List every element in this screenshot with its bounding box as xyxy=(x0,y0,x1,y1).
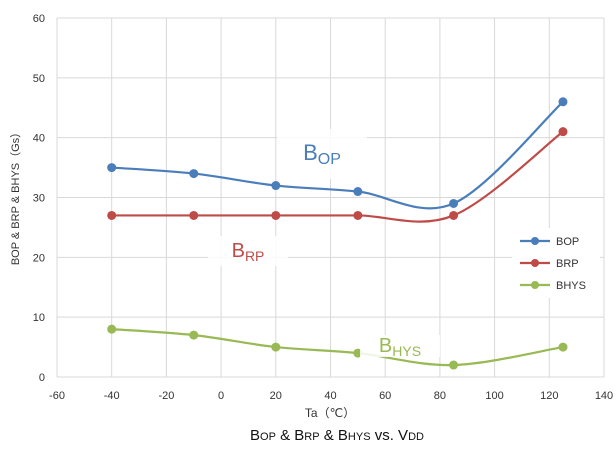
brp-data-point xyxy=(449,210,459,220)
bhys-legend-label: BHYS xyxy=(556,280,586,292)
chart-caption: BOP & BRP & BHYS vs. VDD xyxy=(250,427,490,444)
brp-data-point xyxy=(271,210,281,220)
brp-inline-label: BRP xyxy=(232,240,265,264)
caption-part: DD xyxy=(408,431,424,443)
caption-part: B xyxy=(250,427,261,444)
x-tick-label: 100 xyxy=(485,390,503,402)
bop-inline-label: BOP xyxy=(303,140,341,168)
caption-part: vs. V xyxy=(370,427,409,444)
x-tick-label: -40 xyxy=(104,390,120,402)
legend: BOP BRP BHYS xyxy=(512,228,600,298)
bhys-data-point xyxy=(449,360,459,370)
bhys-data-point xyxy=(271,342,281,352)
bop-data-point xyxy=(558,97,568,107)
x-tick-label: -20 xyxy=(158,390,174,402)
caption-part: RP xyxy=(304,431,320,443)
x-tick-label: 60 xyxy=(379,390,391,402)
bhys-inline-label: BHYS xyxy=(379,335,421,359)
bop-legend-marker xyxy=(531,237,539,245)
x-tick-label: 140 xyxy=(595,390,613,402)
brp-legend-label: BRP xyxy=(556,258,579,270)
bhys-data-point xyxy=(107,324,117,334)
bop-data-point xyxy=(107,163,117,173)
bhys-series-line xyxy=(111,328,564,367)
caption-part: OP xyxy=(260,431,276,443)
brp-data-point xyxy=(558,127,568,137)
grid-lines xyxy=(56,17,605,378)
caption-part: & B xyxy=(275,427,305,444)
bhys-data-point xyxy=(189,330,199,340)
y-tick-label: 10 xyxy=(33,312,45,324)
caption-part: & B xyxy=(319,427,348,444)
y-tick-label: 40 xyxy=(33,133,45,145)
brp-legend-marker xyxy=(531,259,539,267)
bop-data-point xyxy=(449,198,459,208)
x-tick-label: 80 xyxy=(434,390,446,402)
bop-data-point xyxy=(271,181,281,191)
brp-data-point xyxy=(353,210,363,220)
x-axis-title: Ta（℃） xyxy=(305,406,355,420)
bhys-data-point xyxy=(558,342,568,352)
brp-inline-label-bg xyxy=(208,236,288,266)
brp-data-point xyxy=(107,210,117,220)
brp-data-point xyxy=(189,210,199,220)
x-tick-label: 120 xyxy=(540,390,558,402)
y-axis-title: BOP & BRP & BHYS（Gs） xyxy=(9,127,22,265)
x-tick-label: 0 xyxy=(218,390,224,402)
bop-data-point xyxy=(189,169,199,179)
y-tick-label: 0 xyxy=(39,372,45,384)
bop-legend-label: BOP xyxy=(556,236,579,248)
y-tick-label: 20 xyxy=(33,252,45,264)
x-tick-label: 40 xyxy=(324,390,336,402)
bhys-legend-marker xyxy=(531,281,539,289)
bhys-inline-label-bg xyxy=(360,335,440,357)
series-inline-labels: BOP BRP BHYS xyxy=(208,129,440,359)
bop-data-point xyxy=(353,187,363,197)
y-tick-label: 60 xyxy=(33,13,45,25)
caption-part: HYS xyxy=(347,431,371,443)
y-tick-label: 30 xyxy=(33,193,45,205)
x-tick-label: 20 xyxy=(270,390,282,402)
y-tick-label: 50 xyxy=(33,73,45,85)
y-tick-labels: 0 10 20 30 40 50 60 xyxy=(33,13,45,384)
bop-inline-label-bg xyxy=(277,129,367,179)
x-tick-label: -60 xyxy=(49,390,65,402)
x-tick-labels: -60 -40 -20 0 20 40 60 80 100 120 140 xyxy=(49,390,613,402)
